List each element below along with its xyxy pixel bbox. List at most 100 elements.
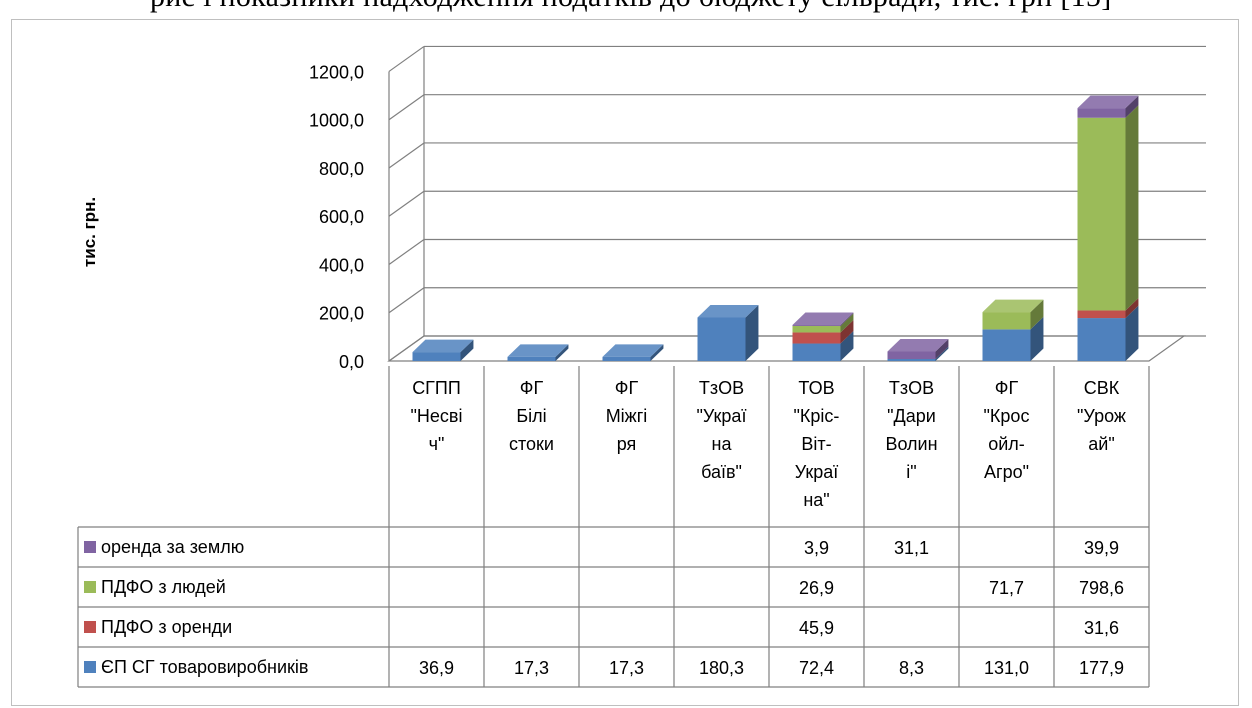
data-value-label: 72,4 [799,658,834,678]
category-label: ойл- [988,434,1025,454]
bar-front [697,317,746,361]
bar-front [412,352,461,361]
category-label: ря [617,434,637,454]
bar-side [1125,95,1139,118]
bar-front [1077,117,1126,311]
data-value-label: 17,3 [609,658,644,678]
category-label: "Несві [411,406,463,426]
legend-label: ПДФО з оренди [101,617,232,637]
category-label: ФГ [995,378,1019,398]
bar-side [1030,299,1044,330]
stacked-bar-chart: тис. грн. 0,0 200,0 400,0 600,0 800,0 1000,0 1… [77,45,1206,688]
data-value-label: 31,1 [894,538,929,558]
category-label: ФГ [520,378,544,398]
legend-key [84,581,96,593]
data-value-label: 31,6 [1084,618,1119,638]
gridline-side [388,238,425,265]
category-label: ТзОВ [699,378,744,398]
bar-front [792,332,841,344]
category-label: ай" [1088,434,1114,454]
y-tick-label: 0,0 [339,352,364,372]
y-tick-label: 800,0 [319,159,364,179]
category-label: і" [906,462,916,482]
bar-side [460,339,474,361]
category-label: "Урож [1077,406,1126,426]
bar-side [840,319,854,344]
y-tick-label: 600,0 [319,207,364,227]
bar-side [840,331,854,361]
gridline-side [388,142,425,169]
legend-key [84,661,96,673]
category-label: Агро" [984,462,1029,482]
figure-caption: рис і показники надходження податків до … [150,0,1112,14]
y-tick-label: 1200,0 [309,62,364,82]
bar-top [507,344,569,357]
category-label: "Кріс- [794,406,840,426]
bar-top [1077,95,1139,109]
bar-top [697,304,759,318]
data-value-label: 36,9 [419,658,454,678]
bar-side [840,313,854,333]
bar-top [792,312,854,326]
bar-side [745,304,759,361]
gridline-side [388,190,425,217]
data-value-label: 26,9 [799,578,834,598]
bar-front [602,356,651,361]
legend-key [84,621,96,633]
data-value-label: 45,9 [799,618,834,638]
data-value-label: 3,9 [804,538,829,558]
bar-front [887,358,936,361]
bar-top [982,299,1044,313]
category-label: Віт- [801,434,831,454]
bar-side [1125,105,1139,311]
category-label: СВК [1084,378,1120,398]
category-label: ТОВ [798,378,834,398]
category-label: "Крос [984,406,1030,426]
data-value-label: 17,3 [514,658,549,678]
bar-top [602,344,664,357]
legend-label: ЄП СГ товаровиробників [101,657,308,677]
gridline-side [388,94,425,121]
data-value-label: 131,0 [984,658,1029,678]
data-value-label: 8,3 [899,658,924,678]
bar-side [1125,305,1139,361]
y-tick-label: 200,0 [319,304,364,324]
bar-front [1077,318,1126,361]
category-label: Украї [795,462,839,482]
category-label: ФГ [615,378,639,398]
bar-side [1030,316,1044,361]
bar-front [792,343,841,361]
legend-label: оренда за землю [101,537,244,557]
y-tick-label: 1000,0 [309,111,364,131]
category-label: СГПП [412,378,461,398]
category-label: стоки [509,434,554,454]
category-label: на" [803,490,829,510]
bar-front [1077,310,1126,319]
bar-side [650,344,664,361]
category-label: "Украї [697,406,747,426]
category-label: ТзОВ [889,378,934,398]
bar-side [840,312,854,326]
data-value-label: 177,9 [1079,658,1124,678]
data-value-label: 71,7 [989,578,1024,598]
bar-front [792,325,841,333]
bar-side [1125,297,1139,319]
category-label: Волин [885,434,937,454]
gridline-side [388,287,425,314]
bar-side [555,344,569,361]
data-value-label: 39,9 [1084,538,1119,558]
legend-key [84,541,96,553]
y-axis-title: тис. грн. [80,197,99,267]
legend-label: ПДФО з людей [101,577,226,597]
bar-front [887,351,936,359]
chart-area: тис. грн. 0,0 200,0 400,0 600,0 800,0 1000,0 1… [11,19,1239,706]
bar-top [412,339,474,353]
category-label: Білі [516,406,546,426]
bar-top [887,338,949,352]
category-label: Міжгі [606,406,648,426]
category-label: "Дари [887,406,936,426]
gridline-side [388,45,425,72]
category-label: баїв" [701,462,742,482]
bar-front [792,325,841,326]
category-label: на [712,434,733,454]
